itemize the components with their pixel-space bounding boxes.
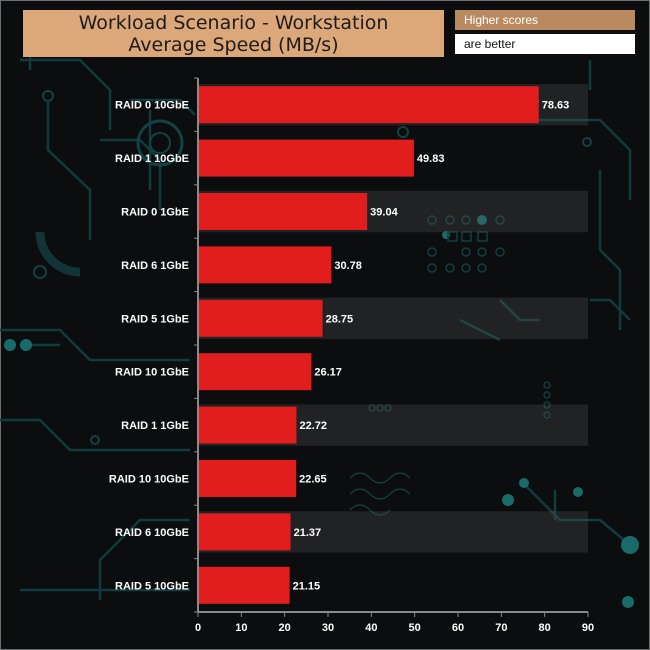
bar [199, 566, 290, 604]
x-tick-label: 60 [452, 622, 464, 634]
value-label: 78.63 [542, 100, 570, 112]
value-label: 28.75 [326, 313, 354, 325]
x-tick-label: 90 [582, 622, 594, 634]
category-label: RAID 6 1GbE [121, 260, 189, 272]
category-label: RAID 0 10GbE [115, 100, 189, 112]
category-label: RAID 10 1GbE [115, 367, 189, 379]
bar [199, 513, 291, 551]
category-label: RAID 0 1GbE [121, 207, 189, 219]
x-tick-label: 40 [365, 622, 377, 634]
bar [199, 353, 312, 391]
category-label: RAID 1 10GbE [115, 153, 189, 165]
value-label: 22.65 [299, 474, 327, 486]
category-label: RAID 5 10GbE [115, 580, 189, 592]
category-label: RAID 1 1GbE [121, 420, 189, 432]
value-label: 21.37 [294, 527, 322, 539]
value-label: 21.15 [293, 580, 321, 592]
bar [199, 139, 414, 177]
chart-title-line1: Workload Scenario - Workstation [78, 11, 389, 34]
value-label: 30.78 [334, 260, 362, 272]
category-label: RAID 10 10GbE [109, 474, 189, 486]
bar [199, 86, 539, 124]
value-label: 22.72 [299, 420, 327, 432]
x-tick-label: 20 [279, 622, 291, 634]
bar [199, 193, 368, 230]
bar [199, 299, 323, 337]
x-tick-label: 70 [495, 622, 507, 634]
x-tick-label: 10 [235, 622, 247, 634]
x-tick-label: 0 [195, 622, 201, 634]
x-tick-label: 80 [539, 622, 551, 634]
category-label: RAID 5 1GbE [121, 313, 189, 325]
category-label: RAID 6 10GbE [115, 527, 189, 539]
bar [199, 460, 297, 497]
chart-title-box: Workload Scenario - Workstation Average … [23, 10, 444, 57]
x-tick-label: 30 [322, 622, 334, 634]
value-label: 39.04 [370, 207, 398, 219]
higher-scores-badge: Higher scores [455, 10, 635, 30]
chart-title-line2: Average Speed (MB/s) [128, 33, 339, 56]
bar [199, 406, 297, 444]
x-tick-label: 50 [409, 622, 421, 634]
are-better-badge: are better [455, 34, 635, 54]
value-label: 26.17 [314, 367, 342, 379]
value-label: 49.83 [417, 153, 445, 165]
bar [199, 246, 332, 284]
